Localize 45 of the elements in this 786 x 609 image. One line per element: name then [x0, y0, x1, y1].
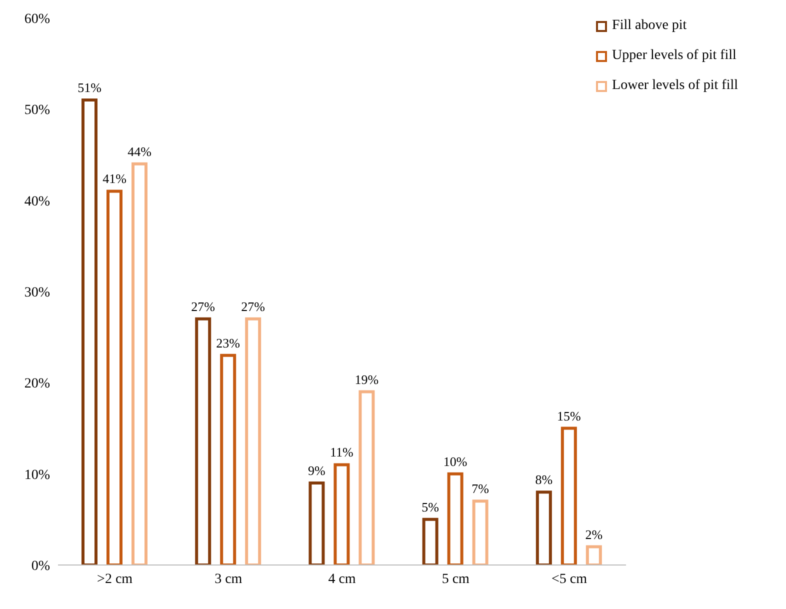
bar: [422, 518, 438, 565]
bar: [334, 463, 350, 565]
bar: [308, 481, 325, 565]
y-tick-label: 60%: [24, 12, 50, 27]
bar: [447, 472, 464, 565]
x-tick-label: 5 cm: [442, 572, 470, 587]
bar: [131, 162, 148, 565]
bar: [195, 317, 212, 565]
data-label: 27%: [191, 298, 216, 314]
legend-label: Lower levels of pit fill: [612, 78, 738, 94]
data-label: 23%: [216, 335, 240, 350]
x-tick-label: >2 cm: [97, 572, 133, 587]
data-label: 15%: [556, 408, 581, 424]
legend-label: Fill above pit: [612, 18, 687, 34]
bar: [586, 545, 602, 565]
x-tick-label: 4 cm: [328, 572, 356, 587]
data-label: 9%: [308, 462, 326, 478]
data-label: 2%: [585, 526, 603, 542]
bar: [106, 190, 122, 565]
y-tick-label: 50%: [24, 103, 50, 118]
bar: [220, 354, 236, 565]
x-tick-label: <5 cm: [551, 572, 588, 587]
x-tick-label: 3 cm: [214, 572, 242, 587]
data-label: 44%: [128, 144, 152, 159]
data-label: 51%: [78, 80, 102, 96]
data-label: 41%: [102, 171, 127, 186]
bar: [560, 426, 577, 565]
data-label: 11%: [330, 444, 354, 460]
data-label: 27%: [241, 298, 266, 314]
bar: [472, 500, 488, 565]
y-tick-label: 0%: [31, 558, 50, 574]
data-label: 8%: [535, 472, 553, 488]
bar: [536, 490, 552, 565]
bar: [358, 390, 375, 565]
data-label: 19%: [354, 372, 379, 387]
legend-label: Upper levels of pit fill: [612, 48, 736, 64]
y-tick-label: 40%: [24, 194, 50, 210]
bar: [81, 98, 98, 565]
y-tick-label: 20%: [24, 376, 50, 392]
data-label: 7%: [472, 481, 490, 496]
y-tick-label: 30%: [24, 285, 50, 300]
y-tick-label: 10%: [24, 468, 50, 483]
data-label: 5%: [422, 499, 440, 514]
bar: [245, 317, 262, 565]
data-label: 10%: [443, 454, 468, 469]
